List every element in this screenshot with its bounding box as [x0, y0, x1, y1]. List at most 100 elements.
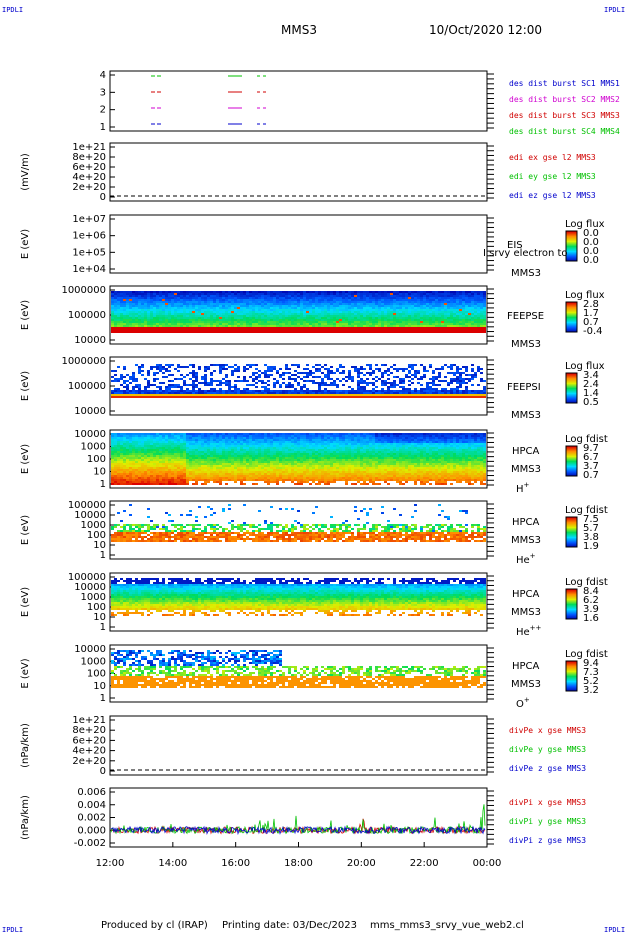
spectrogram-cell: [306, 374, 309, 376]
spectrogram-cell: [309, 394, 312, 396]
spectrogram-cell: [390, 325, 393, 327]
spectrogram-cell: [249, 376, 252, 378]
spectrogram-cell: [471, 305, 474, 307]
spectrogram-cell: [327, 396, 330, 398]
spectrogram-cell: [261, 329, 264, 331]
spectrogram-cell: [123, 376, 126, 378]
spectrogram-cell: [156, 313, 159, 315]
spectrogram-cell: [183, 481, 186, 483]
spectrogram-cell: [378, 309, 381, 311]
spectrogram-cell: [249, 309, 252, 311]
spectrogram-cell: [141, 297, 144, 299]
spectrogram-cell: [195, 439, 198, 441]
spectrogram-cell: [255, 396, 258, 398]
spectrogram-cell: [285, 321, 288, 323]
spectrogram-cell: [456, 378, 459, 380]
spectrogram-cell: [411, 368, 414, 370]
spectrogram-cell: [147, 437, 150, 439]
spectrogram-cell: [357, 388, 360, 390]
spectrogram-cell: [351, 329, 354, 331]
spectrogram-cell: [438, 380, 441, 382]
spectrogram-cell: [261, 299, 264, 301]
spectrogram-cell: [195, 323, 198, 325]
spectrogram-cell: [447, 317, 450, 319]
spectrogram-cell: [339, 327, 342, 329]
spectrogram-cell: [195, 291, 198, 293]
spectrogram-cell: [135, 439, 138, 441]
spectrogram-cell: [291, 378, 294, 380]
spectrogram-cell: [126, 307, 129, 309]
spectrogram-cell: [123, 479, 126, 481]
spectrogram-cell: [417, 396, 420, 398]
spectrogram-cell: [180, 309, 183, 311]
spectrogram-cell: [297, 331, 300, 333]
spectrogram-cell: [303, 325, 306, 327]
spectrogram-cell: [378, 323, 381, 325]
spectrogram-cell: [129, 311, 132, 313]
spectrogram-cell: [132, 311, 135, 313]
spectrogram-cell: [318, 384, 321, 386]
spectrogram-cell: [483, 307, 486, 309]
spectrogram-cell: [369, 319, 372, 321]
spectrogram-cell: [222, 392, 225, 394]
spectrogram-cell: [159, 311, 162, 313]
spectrogram-cell: [363, 325, 366, 327]
spectrogram-cell: [279, 368, 282, 370]
spectrogram-cell: [171, 449, 174, 451]
spectrogram-cell: [276, 394, 279, 396]
spectrogram-cell: [213, 370, 216, 372]
spectrogram-cell: [183, 477, 186, 479]
spectrogram-cell: [258, 396, 261, 398]
spectrogram-cell: [258, 297, 261, 299]
spectrogram-cell: [162, 366, 165, 368]
spectrogram-cell: [165, 433, 168, 435]
spectrogram-cell: [435, 293, 438, 295]
spectrogram-cell: [333, 396, 336, 398]
spectrogram-cell: [357, 293, 360, 295]
spectrogram-cell: [321, 299, 324, 301]
spectrogram-cell: [312, 366, 315, 368]
spectrogram-cell: [456, 394, 459, 396]
spectrogram-cell: [186, 295, 189, 297]
spectrogram-cell: [135, 331, 138, 333]
spectrogram-cell: [333, 372, 336, 374]
spectrogram-cell: [189, 469, 192, 471]
spectrogram-cell: [156, 465, 159, 467]
spectrogram-cell: [384, 396, 387, 398]
spectrogram-cell: [186, 433, 189, 435]
spectrogram-cell: [309, 329, 312, 331]
spectrogram-cell: [276, 293, 279, 295]
spectrogram-cell: [378, 390, 381, 392]
spectrogram-cell: [381, 331, 384, 333]
spectrogram-cell: [201, 479, 204, 481]
spectrogram-cell: [162, 396, 165, 398]
spectrogram-cell: [144, 443, 147, 445]
spectrogram-cell: [384, 390, 387, 392]
spectrogram-cell: [123, 331, 126, 333]
spectrogram-cell: [174, 457, 177, 459]
spectrogram-cell: [189, 471, 192, 473]
spectrogram-cell: [222, 305, 225, 307]
spectrogram-cell: [129, 323, 132, 325]
spectrogram-cell: [309, 321, 312, 323]
spectrogram-cell: [291, 307, 294, 309]
spectrogram-cell: [414, 329, 417, 331]
spectrogram-cell: [366, 311, 369, 313]
spectrogram-cell: [141, 374, 144, 376]
spectrogram-cell: [405, 329, 408, 331]
spectrogram-cell: [357, 319, 360, 321]
spectrogram-cell: [318, 368, 321, 370]
spectrogram-cell: [294, 378, 297, 380]
spectrogram-cell: [453, 372, 456, 374]
spectrogram-cell: [468, 323, 471, 325]
spectrogram-cell: [156, 372, 159, 374]
spectrogram-cell: [267, 311, 270, 313]
y-tick-label-eis: 1e+04: [72, 264, 106, 275]
spectrogram-cell: [387, 378, 390, 380]
spectrogram-cell: [339, 317, 342, 319]
spectrogram-cell: [177, 291, 180, 293]
spectrogram-cell: [132, 463, 135, 465]
spectrogram-cell: [204, 303, 207, 305]
spectrogram-cell: [162, 457, 165, 459]
spectrogram-cell: [273, 319, 276, 321]
